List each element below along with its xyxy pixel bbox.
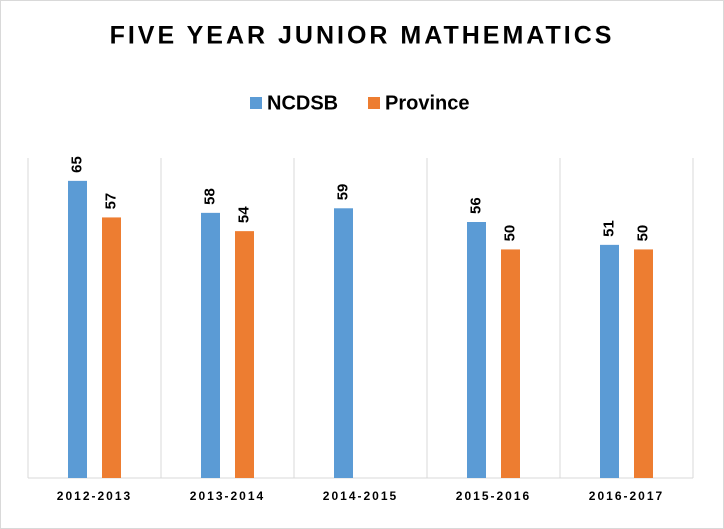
- x-tick-label: 2012-2013: [57, 489, 132, 503]
- x-tick-label: 2014-2015: [323, 489, 398, 503]
- x-tick-label: 2016-2017: [589, 489, 664, 503]
- data-label: 50: [501, 225, 518, 242]
- bar: [634, 249, 653, 478]
- x-tick-label: 2015-2016: [456, 489, 531, 503]
- data-label: 51: [600, 220, 617, 237]
- legend-label: Province: [385, 92, 469, 114]
- x-tick-label: 2013-2014: [190, 489, 265, 503]
- bar: [235, 231, 254, 478]
- data-label: 54: [235, 206, 252, 223]
- data-label: 56: [467, 197, 484, 214]
- bar: [467, 222, 486, 478]
- bar: [600, 244, 619, 478]
- bar: [334, 208, 353, 479]
- legend-swatch: [250, 97, 262, 109]
- chart-title: FIVE YEAR JUNIOR MATHEMATICS: [110, 22, 615, 50]
- data-label: 57: [102, 193, 119, 210]
- legend-swatch: [368, 97, 380, 109]
- legend-label: NCDSB: [267, 92, 338, 114]
- bar: [102, 217, 121, 478]
- data-label: 58: [201, 188, 218, 205]
- data-label: 59: [334, 184, 351, 201]
- bar: [501, 249, 520, 478]
- bar: [201, 212, 220, 478]
- data-label: 65: [68, 156, 85, 173]
- bar: [68, 180, 87, 478]
- data-label: 50: [634, 225, 651, 242]
